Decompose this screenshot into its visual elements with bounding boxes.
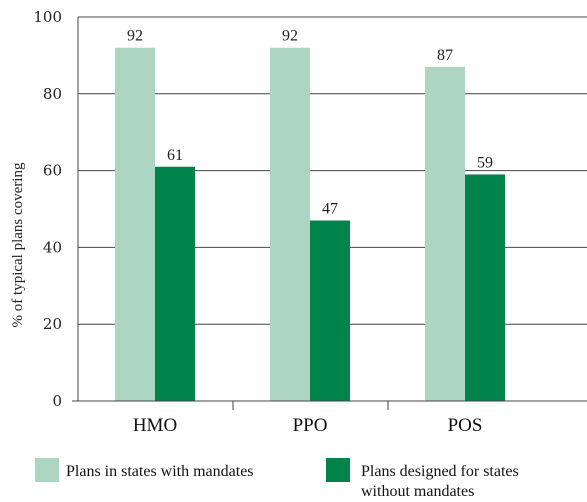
legend-label-line: without mandates	[361, 483, 474, 500]
x-category-label: HMO	[133, 415, 177, 436]
data-label: 92	[282, 28, 298, 45]
y-tick-label: 20	[43, 315, 62, 333]
x-category-labels: HMO PPO POS	[133, 415, 483, 436]
bar-hmo-series-2	[155, 166, 195, 401]
legend: Plans in states with mandates Plans desig…	[35, 458, 519, 500]
legend-label-line: Plans designed for states	[361, 463, 519, 480]
y-tick-label: 80	[43, 85, 62, 103]
data-label: 47	[322, 201, 338, 218]
y-axis-label: % of typical plans covering	[10, 162, 26, 327]
y-tick-label: 40	[43, 238, 62, 256]
bar-ppo-series-1	[270, 47, 310, 401]
y-tick-labels: 0 20 40 60 80 100	[33, 8, 62, 410]
data-label: 59	[477, 154, 493, 171]
legend-swatch-series-1	[35, 458, 59, 482]
legend-label-series-2: Plans designed for states without mandate…	[361, 463, 519, 500]
bars	[115, 47, 505, 402]
legend-label-line: Plans in states with mandates	[66, 463, 254, 480]
data-label: 92	[127, 28, 143, 45]
x-category-label: PPO	[293, 415, 328, 436]
data-label: 87	[437, 47, 453, 64]
bar-hmo-series-1	[115, 47, 155, 401]
data-labels: 92 61 92 47 87 59	[127, 28, 493, 218]
legend-swatch-series-2	[326, 458, 350, 482]
bar-ppo-series-2	[310, 220, 350, 401]
axes	[72, 17, 587, 410]
y-tick-label: 60	[43, 162, 62, 180]
bar-pos-series-2	[465, 174, 505, 401]
data-label: 61	[167, 147, 183, 164]
bar-pos-series-1	[425, 66, 465, 402]
legend-label-series-1: Plans in states with mandates	[66, 463, 254, 480]
y-tick-label: 0	[52, 392, 62, 410]
x-category-label: POS	[448, 415, 483, 436]
y-tick-label: 100	[33, 8, 62, 26]
